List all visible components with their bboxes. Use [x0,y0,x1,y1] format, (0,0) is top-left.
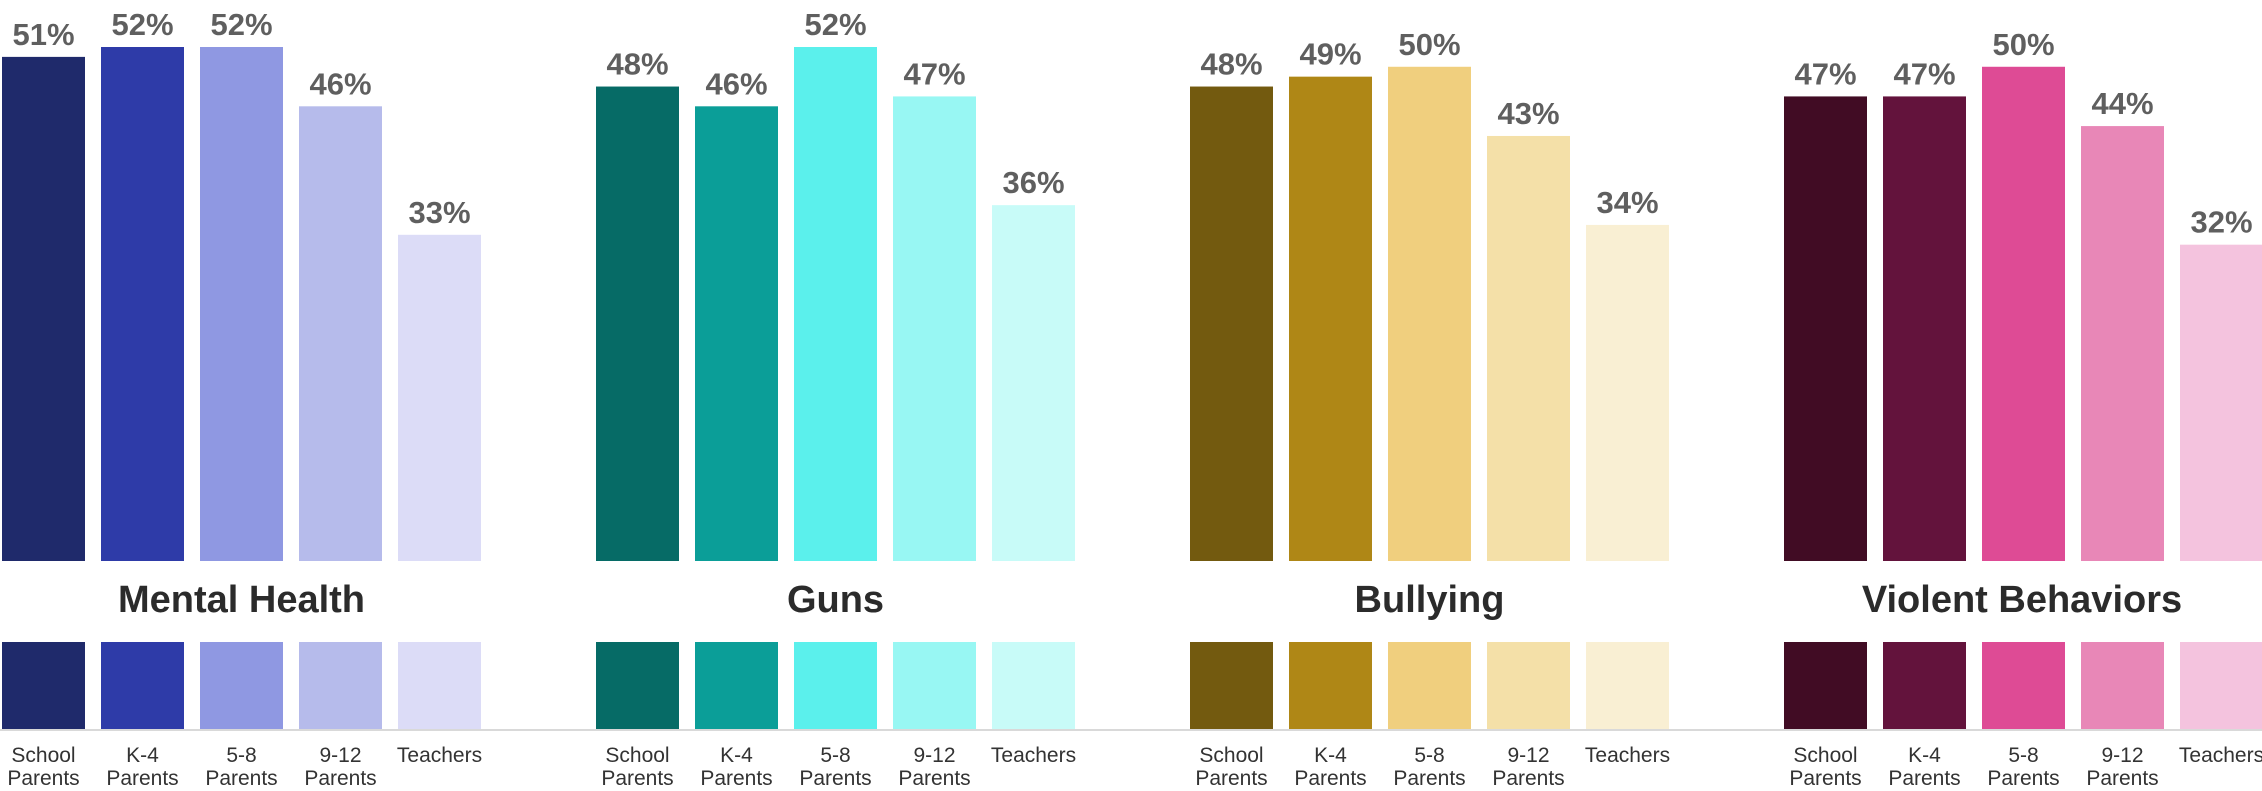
bar [1388,66,1471,562]
bar [101,47,184,561]
legend-swatch [1388,642,1471,729]
data-label: 47% [903,56,965,91]
category-label: K-4 Parents [106,744,178,790]
legend-swatch [596,642,679,729]
bar [1289,76,1372,562]
bar [1190,86,1273,562]
data-label: 44% [2091,86,2153,121]
group-title: Guns [787,579,884,621]
category-label: 5-8 Parents [799,744,871,790]
data-label: 46% [705,66,767,101]
legend-swatch [1190,642,1273,729]
data-label: 48% [606,47,668,82]
bar [1586,224,1669,561]
category-label: Teachers [397,744,482,767]
bar [794,47,877,561]
legend-swatch [1784,642,1867,729]
legend-swatch [299,642,382,729]
legend-swatch [2180,642,2262,729]
legend-swatch [893,642,976,729]
category-label: K-4 Parents [1888,744,1960,790]
category-label: 9-12 Parents [2086,744,2158,790]
bar [1487,135,1570,561]
group-title: Violent Behaviors [1862,579,2182,621]
bar [1784,96,1867,561]
data-label: 43% [1497,96,1559,131]
legend-swatch [695,642,778,729]
data-label: 47% [1794,56,1856,91]
bar [299,106,382,562]
legend-swatch [1586,642,1669,729]
legend-swatch [992,642,1075,729]
bar [398,234,481,562]
data-label: 50% [1398,27,1460,62]
bar [1982,66,2065,562]
group-title: Mental Health [118,579,365,621]
data-label: 48% [1200,47,1262,82]
category-label: K-4 Parents [1294,744,1366,790]
category-label: School Parents [1195,744,1267,790]
data-label: 47% [1893,56,1955,91]
legend-swatch [2081,642,2164,729]
category-label: School Parents [7,744,79,790]
legend-swatch [2,642,85,729]
legend-swatch [794,642,877,729]
data-label: 49% [1299,37,1361,72]
category-label: K-4 Parents [700,744,772,790]
data-label: 33% [408,195,470,230]
category-label: 9-12 Parents [304,744,376,790]
data-label: 32% [2190,205,2252,240]
data-label: 46% [309,66,371,101]
legend-swatch [398,642,481,729]
category-label: School Parents [1789,744,1861,790]
legend-swatch [101,642,184,729]
category-label: School Parents [601,744,673,790]
data-label: 36% [1002,165,1064,200]
category-label: 5-8 Parents [205,744,277,790]
bar [596,86,679,562]
data-label: 52% [804,7,866,42]
data-label: 50% [1992,27,2054,62]
bar [200,47,283,561]
category-label: Teachers [991,744,1076,767]
bar [992,205,1075,561]
bar [2180,244,2262,561]
bar [2081,126,2164,562]
category-label: Teachers [2179,744,2262,767]
legend-swatch [1883,642,1966,729]
category-label: 9-12 Parents [898,744,970,790]
bar [695,106,778,562]
bar [1883,96,1966,561]
data-label: 51% [12,17,74,52]
category-label: 5-8 Parents [1987,744,2059,790]
bar [2,56,85,562]
legend-swatch [200,642,283,729]
category-label: 5-8 Parents [1393,744,1465,790]
data-label: 52% [111,7,173,42]
legend-swatch [1289,642,1372,729]
category-label: 9-12 Parents [1492,744,1564,790]
legend-swatch [1487,642,1570,729]
data-label: 52% [210,7,272,42]
group-title: Bullying [1355,579,1505,621]
bar [893,96,976,561]
category-label: Teachers [1585,744,1670,767]
legend-swatch [1982,642,2065,729]
data-label: 34% [1596,185,1658,220]
